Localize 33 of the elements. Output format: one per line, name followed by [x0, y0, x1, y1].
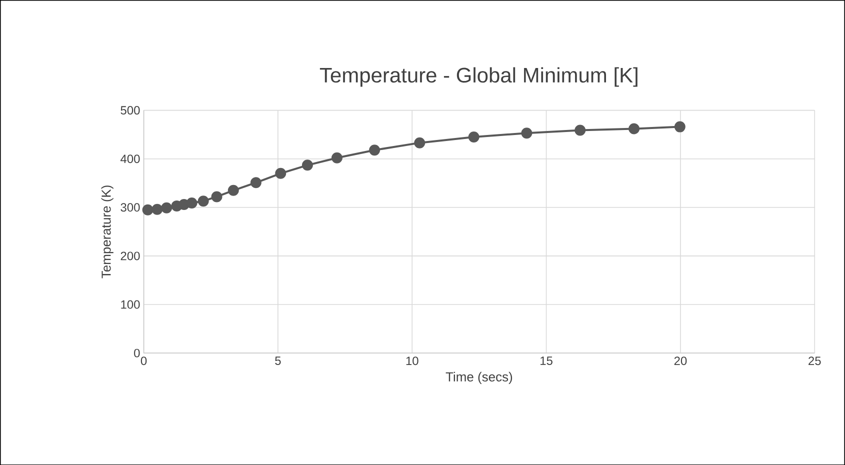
- point: [198, 195, 209, 206]
- point: [142, 204, 154, 216]
- x-tick-label: 10: [406, 356, 418, 365]
- point: [275, 168, 286, 179]
- x-tick-label: 15: [540, 356, 552, 365]
- point: [369, 144, 380, 156]
- point: [414, 137, 426, 148]
- point: [250, 176, 262, 188]
- point: [161, 202, 172, 214]
- point: [302, 159, 313, 170]
- point: [331, 152, 342, 164]
- point: [468, 131, 480, 142]
- y-tick-label: 200: [120, 252, 140, 260]
- x-tick-label: 5: [275, 356, 281, 365]
- x-tick-label: 25: [808, 356, 821, 365]
- point: [211, 191, 222, 202]
- y-tick-label: 0: [134, 348, 140, 358]
- point: [186, 197, 198, 208]
- point: [674, 121, 686, 132]
- y-tick-label: 300: [120, 202, 140, 212]
- x-tick-label: 0: [140, 356, 147, 365]
- y-tick-label: 400: [120, 154, 140, 163]
- x-axis-title: Time (secs): [446, 372, 512, 384]
- point: [574, 124, 586, 136]
- y-axis-title: Temperature (K): [101, 185, 114, 278]
- y-tick-label: 500: [120, 106, 140, 114]
- point: [628, 123, 640, 134]
- x-tick-label: 20: [674, 356, 687, 365]
- point: [152, 204, 163, 215]
- y-tick-label: 100: [121, 300, 140, 309]
- point: [228, 184, 239, 196]
- chart-title: Temperature - Global Minimum [K]: [320, 67, 638, 87]
- point: [521, 127, 532, 138]
